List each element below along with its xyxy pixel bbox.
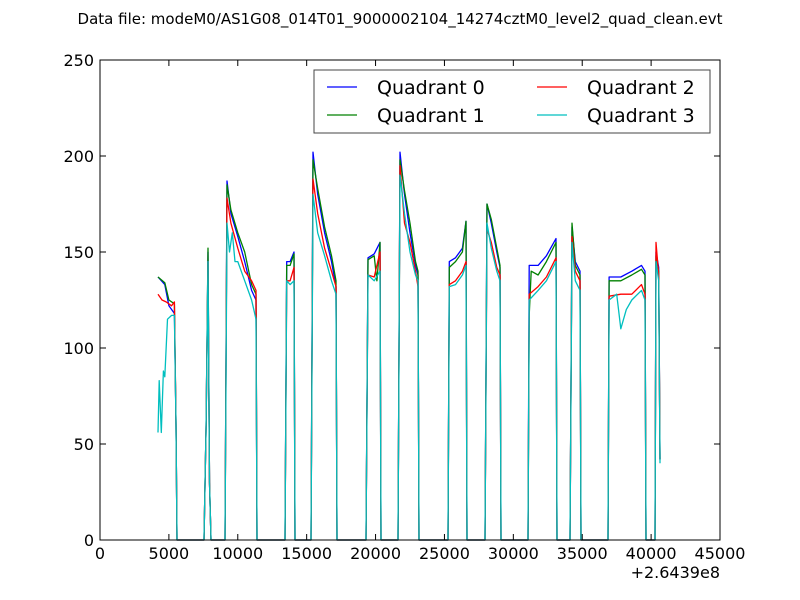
chart-title: Data file: modeM0/AS1G08_014T01_90000021… (78, 10, 723, 29)
legend-label: Quadrant 2 (587, 77, 695, 99)
x-offset-label: +2.6439e8 (631, 563, 720, 582)
legend-box (313, 69, 711, 134)
plot-frame (99, 59, 721, 541)
y-tick-label: 200 (63, 147, 94, 166)
y-tick-label: 50 (74, 435, 94, 454)
series-line-quadrant-1 (157, 159, 661, 541)
x-tick-label: 0 (95, 544, 105, 563)
x-tick-label: 35000 (557, 544, 608, 563)
legend-label: Quadrant 1 (377, 105, 485, 127)
legend-label: Quadrant 3 (587, 105, 695, 127)
ticks-layer: 0 5000 10000 15000 20000 25000 30000 35000 40000… (63, 51, 745, 563)
y-tick-label: 150 (63, 243, 94, 262)
x-tick-label: 40000 (626, 544, 677, 563)
y-tick-label: 0 (84, 531, 94, 550)
x-tick-label: 10000 (212, 544, 263, 563)
legend-label: Quadrant 0 (377, 77, 485, 99)
y-tick-label: 100 (63, 339, 94, 358)
x-tick-label: 20000 (350, 544, 401, 563)
legend: Quadrant 0 Quadrant 1 Quadrant 2 Quadrant 3 (313, 69, 711, 134)
x-tick-label: 15000 (281, 544, 332, 563)
y-tick-label: 250 (63, 51, 94, 70)
x-tick-label: 25000 (419, 544, 470, 563)
series-line-quadrant-0 (157, 151, 661, 541)
x-tick-label: 45000 (695, 544, 746, 563)
x-tick-label: 30000 (488, 544, 539, 563)
x-tick-label: 5000 (149, 544, 190, 563)
series-layer (157, 151, 661, 541)
